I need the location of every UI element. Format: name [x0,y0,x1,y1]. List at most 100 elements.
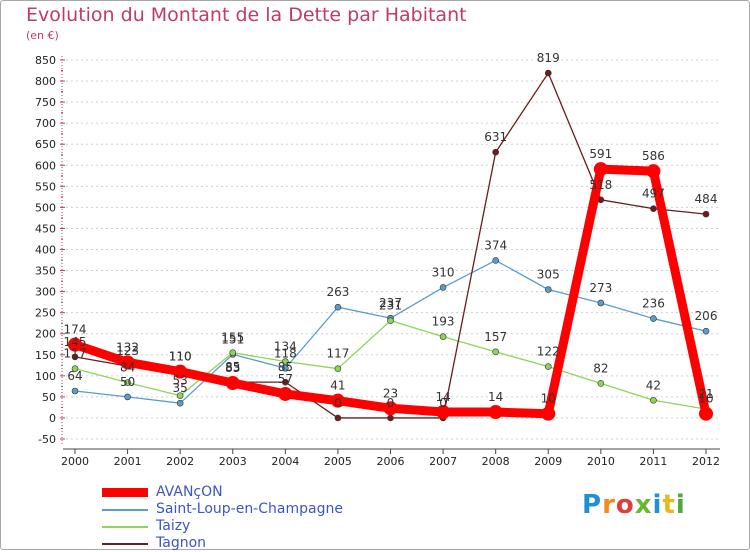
proxiti-logo: Proxiti [582,490,686,520]
data-point-avan-on [593,162,608,177]
data-point-tagnon [387,414,394,422]
data-point-avan-on [120,355,135,370]
data-point-taizy [282,358,289,365]
data-label-saint-loup-en-champagne: 151 [221,332,244,346]
y-tick-label: 850 [35,54,56,67]
data-label-avan-on: 57 [278,372,293,386]
data-point-saint-loup-en-champagne [124,393,131,401]
data-label-saint-loup-en-champagne: 236 [642,297,665,311]
x-tick-label: 2001 [114,455,142,468]
legend-item-tagnon: Tagnon [102,535,343,552]
data-label-avan-on: 110 [169,350,192,364]
y-tick-label: 0 [49,412,56,425]
data-point-tagnon [71,353,79,361]
legend-swatch [102,525,148,528]
logo-letter: i [675,490,686,520]
data-label-taizy: 193 [432,315,455,329]
data-label-saint-loup-en-champagne: 263 [326,285,349,299]
data-point-tagnon [702,210,710,218]
data-label-saint-loup-en-champagne: 374 [484,238,507,252]
data-label-saint-loup-en-champagne: 64 [67,369,82,383]
y-tick-label: 500 [35,201,56,214]
data-point-taizy [492,348,499,356]
data-label-tagnon: 497 [642,187,665,201]
data-label-tagnon: 631 [484,130,507,144]
data-label-tagnon: 819 [537,51,560,65]
chart-title: Evolution du Montant de la Dette par Hab… [26,4,467,26]
data-label-avan-on: 586 [642,149,665,163]
data-point-taizy [229,349,237,356]
data-point-saint-loup-en-champagne [71,387,79,395]
data-label-saint-loup-en-champagne: 273 [589,281,612,295]
data-label-saint-loup-en-champagne: 310 [432,265,455,279]
data-point-saint-loup-en-champagne [597,299,605,307]
data-point-taizy [124,379,131,386]
y-tick-label: 250 [35,307,56,320]
data-point-avan-on [488,405,503,420]
legend-item-saint-loup-en-champagne: Saint-Loup-en-Champagne [102,501,343,518]
y-tick-label: 200 [35,328,56,341]
data-point-tagnon [650,205,657,212]
data-label-taizy: 134 [274,340,297,354]
logo-letter: P [582,490,603,520]
x-tick-label: 2010 [587,455,615,468]
x-tick-label: 2004 [271,455,299,468]
x-tick-label: 2002 [166,455,194,468]
y-tick-label: 350 [35,265,56,278]
y-tick-label: 400 [35,244,56,257]
data-point-taizy [439,333,447,340]
legend-label: Taizy [156,518,191,534]
data-point-saint-loup-en-champagne [492,257,499,264]
data-point-taizy [387,317,394,324]
data-point-avan-on [699,406,713,421]
data-label-avan-on: 83 [225,361,240,375]
logo-letter: o [615,490,635,520]
y-tick-label: 700 [35,117,56,130]
data-point-taizy [650,396,657,404]
data-point-taizy [71,365,79,372]
data-label-tagnon: 518 [589,178,612,192]
data-point-saint-loup-en-champagne [702,327,710,335]
data-label-saint-loup-en-champagne: 50 [120,375,135,389]
data-label-taizy: 53 [173,374,188,388]
legend-swatch [102,508,148,511]
data-point-saint-loup-en-champagne [282,364,289,372]
data-point-avan-on [330,393,345,408]
x-tick-label: 2003 [219,455,247,468]
data-label-taizy: 21 [698,387,713,401]
data-label-tagnon: 0 [439,396,447,410]
data-label-tagnon: 0 [387,396,395,410]
data-label-saint-loup-en-champagne: 305 [537,268,560,282]
x-tick-label: 2007 [429,455,457,468]
data-label-taizy: 84 [120,361,135,375]
data-point-avan-on [541,406,556,421]
data-point-taizy [597,380,605,387]
chart-legend: AVANçON Saint-Loup-en-Champagne Taizy Tagno… [102,484,343,552]
data-point-avan-on [225,375,240,390]
legend-label: Saint-Loup-en-Champagne [156,501,343,517]
data-label-avan-on: 132 [116,340,139,354]
data-label-taizy: 117 [326,347,349,361]
y-tick-label: 300 [35,286,56,299]
data-label-taizy: 231 [379,299,402,313]
data-point-tagnon [334,414,342,422]
data-label-saint-loup-en-champagne: 35 [173,381,188,395]
data-label-taizy: 155 [221,331,244,345]
data-label-taizy: 82 [593,361,608,375]
logo-letter: t [662,490,676,520]
data-label-tagnon: 123 [116,344,139,358]
data-label-tagnon: 0 [334,396,342,410]
x-tick-label: 2000 [61,455,89,468]
legend-label: AVANçON [156,484,223,500]
data-label-avan-on: 14 [435,390,450,404]
logo-letter: x [634,490,653,520]
data-point-tagnon [282,378,289,386]
data-point-taizy [334,365,342,372]
data-point-saint-loup-en-champagne [650,315,657,322]
y-tick-label: 100 [35,370,56,383]
data-point-avan-on [68,337,82,352]
data-label-saint-loup-en-champagne: 237 [379,296,402,310]
data-label-taizy: 157 [484,330,507,344]
